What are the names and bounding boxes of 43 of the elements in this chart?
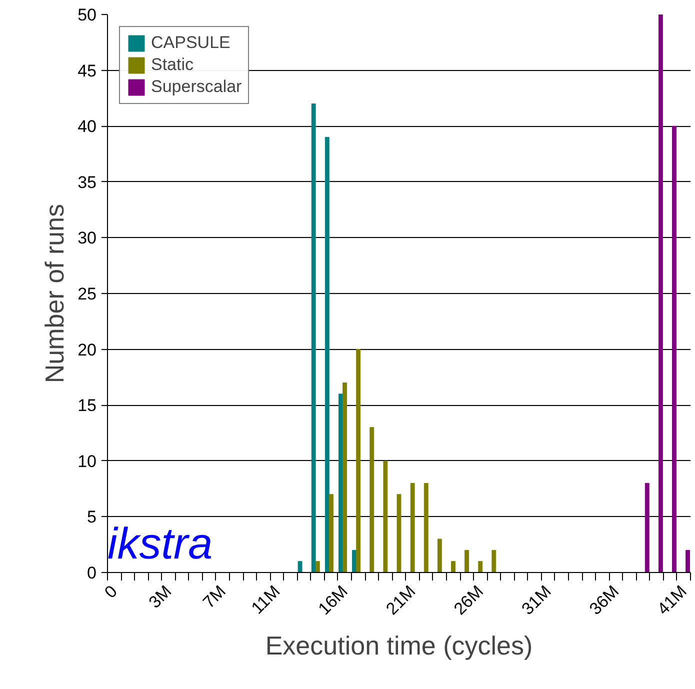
y-tick-label: 0: [87, 564, 97, 582]
y-tick-label: 15: [78, 396, 97, 416]
bar: [356, 349, 361, 572]
x-tick-label: 41M: [654, 582, 690, 619]
bar: [298, 561, 302, 572]
bar: [315, 561, 320, 572]
x-tick-label: 3M: [145, 582, 176, 612]
y-tick-label: 45: [78, 61, 97, 80]
x-axis-title: Execution time (cycles): [265, 630, 533, 660]
bar: [492, 550, 496, 572]
legend-label: CAPSULE: [151, 33, 230, 53]
bar: [672, 126, 676, 572]
y-tick-label: 25: [78, 284, 97, 304]
bar: [324, 137, 330, 572]
bar: [396, 494, 402, 572]
bar: [686, 550, 690, 572]
y-tick-label: 5: [87, 508, 97, 527]
bar: [464, 550, 470, 572]
bar: [658, 14, 663, 572]
y-tick-label: 10: [78, 452, 97, 471]
y-tick-label: 20: [78, 340, 97, 360]
bar: [478, 561, 483, 572]
bar: [342, 382, 347, 572]
y-tick-label: 50: [78, 6, 97, 24]
bar: [311, 104, 316, 572]
bar: [451, 561, 456, 572]
legend-label: Static: [151, 55, 194, 75]
y-axis-title: Number of runs: [40, 204, 70, 384]
bar: [328, 494, 334, 572]
bar: [424, 482, 428, 572]
bar: [437, 538, 442, 572]
bar: [410, 482, 415, 572]
bar: [338, 394, 343, 572]
bar: [370, 427, 374, 572]
y-tick-label: 35: [78, 172, 97, 192]
y-tick-label: 30: [78, 228, 97, 248]
annotation: ikstra: [108, 520, 213, 568]
bar: [644, 482, 650, 572]
y-tick-label: 40: [78, 117, 97, 136]
legend-label: Superscalar: [151, 77, 242, 97]
x-tick-label: 0: [100, 582, 122, 602]
bar: [383, 460, 388, 572]
x-tick-label: 7M: [199, 582, 230, 612]
